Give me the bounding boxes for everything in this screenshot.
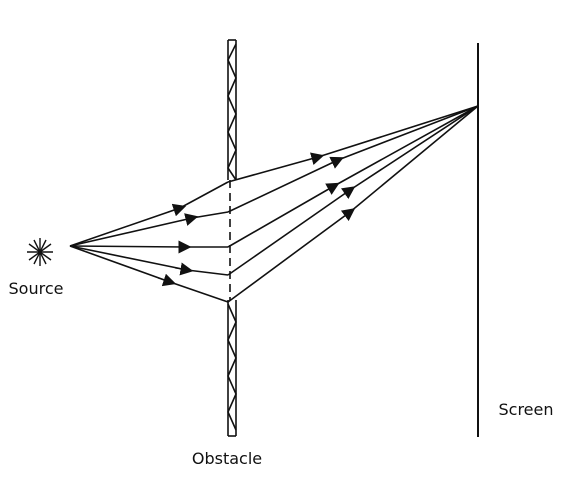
arrow-icon (179, 213, 199, 226)
diffracted-rays (227, 105, 479, 303)
obstacle-lower-wall (227, 300, 237, 437)
incident-ray-5 (69, 245, 229, 303)
obstacle-upper-wall (227, 39, 237, 181)
arrow-icon (326, 156, 344, 169)
diffracted-ray-3 (227, 105, 479, 248)
diffracted-arrows (305, 152, 356, 222)
screen-label: Screen (498, 400, 553, 419)
arrow-icon (323, 182, 340, 195)
diffracted-ray-1 (227, 105, 479, 183)
arrow-icon (167, 203, 187, 217)
arrow-icon (339, 186, 356, 200)
arrow-icon (339, 208, 356, 222)
incident-rays (69, 181, 229, 303)
arrow-icon (157, 273, 177, 287)
incident-ray-4 (69, 245, 229, 276)
incident-ray-2 (69, 211, 229, 247)
arrow-icon (305, 152, 325, 165)
arrow-icon (174, 262, 194, 276)
diffracted-ray-4 (227, 105, 479, 276)
obstacle-label: Obstacle (192, 449, 262, 468)
diffracted-ray-2 (227, 105, 479, 213)
diffracted-ray-5 (227, 105, 479, 303)
incident-ray-3 (69, 245, 228, 248)
source-label: Source (9, 279, 64, 298)
incident-ray-1 (69, 181, 229, 247)
source-star-icon (27, 238, 53, 266)
incident-arrows (157, 203, 199, 287)
